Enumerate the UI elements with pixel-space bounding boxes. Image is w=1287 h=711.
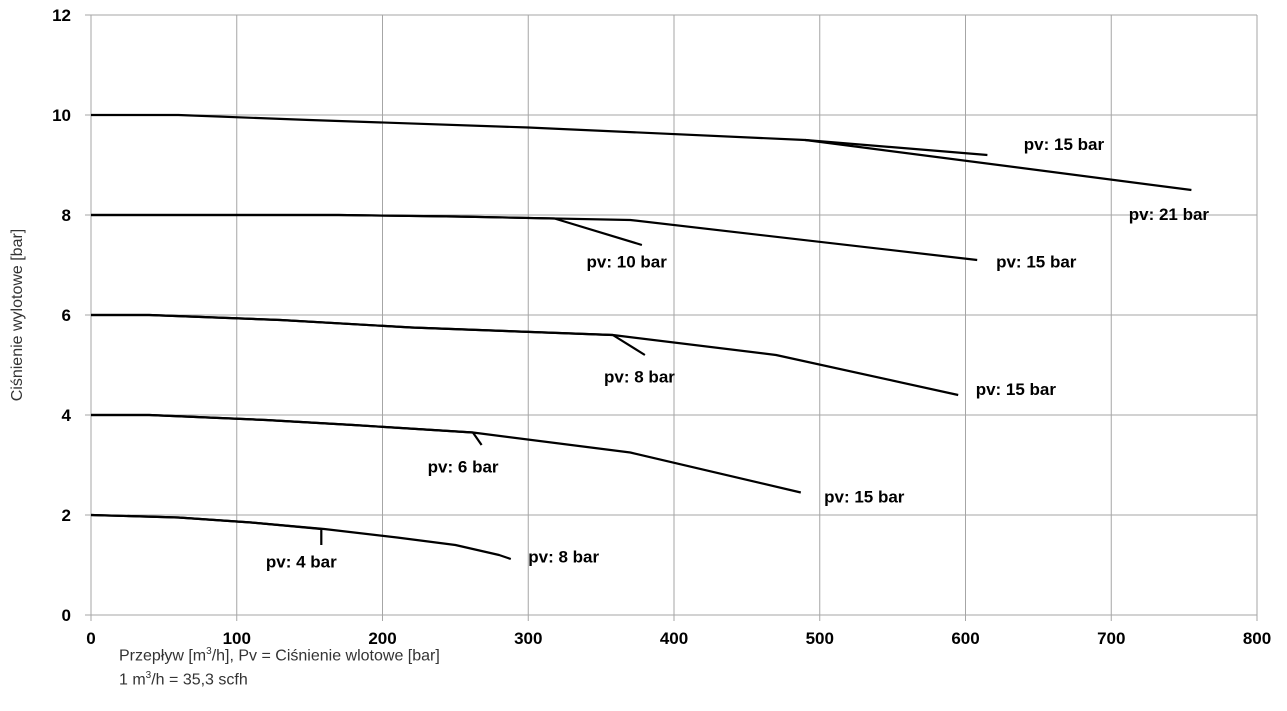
y-tick-label: 12 (52, 6, 71, 25)
curve-label: pv: 8 bar (604, 368, 675, 387)
series-line (90, 513, 512, 561)
series-line (805, 138, 1192, 192)
y-tick-label: 8 (62, 206, 71, 225)
curve-label: pv: 21 bar (1129, 205, 1210, 224)
y-tick-label: 4 (62, 406, 72, 425)
series-line (91, 313, 959, 397)
x-tick-label: 200 (368, 629, 396, 648)
series-lines (90, 113, 1192, 561)
x-tick-label: 100 (223, 629, 251, 648)
curve-label: pv: 15 bar (824, 488, 905, 507)
x-axis-label: Przepływ [m3/h], Pv = Ciśnienie wlotowe … (119, 646, 440, 665)
curve-label: pv: 8 bar (528, 548, 599, 567)
curve-label: pv: 15 bar (1024, 135, 1105, 154)
tick-labels: 0 100 200 300 400 500 600 700 800 0 2 4 6 8 10 12 (52, 6, 1271, 648)
y-tick-label: 6 (62, 306, 71, 325)
grid (91, 14, 1258, 615)
curve-label: pv: 6 bar (428, 458, 499, 477)
x-tick-label: 800 (1243, 629, 1271, 648)
series-line (91, 213, 978, 262)
y-tick-label: 10 (52, 106, 71, 125)
x-tick-label: 700 (1097, 629, 1125, 648)
curve-label: pv: 15 bar (996, 253, 1077, 272)
x-tick-label: 400 (660, 629, 688, 648)
y-axis-label: Ciśnienie wylotowe [bar] (9, 229, 26, 402)
series-line (91, 313, 646, 356)
x-tick-label: 300 (514, 629, 542, 648)
unit-conversion-note: 1 m3/h = 35,3 scfh (119, 670, 248, 689)
y-tick-label: 0 (62, 606, 71, 625)
curve-label: pv: 10 bar (587, 253, 668, 272)
axes (85, 14, 1258, 621)
curve-label: pv: 15 bar (976, 380, 1057, 399)
x-tick-label: 500 (806, 629, 834, 648)
x-tick-label: 600 (951, 629, 979, 648)
series-line (91, 413, 802, 494)
curve-label: pv: 4 bar (266, 553, 337, 572)
series-line (91, 113, 988, 157)
curve-labels: pv: 15 bar pv: 21 bar pv: 10 bar pv: 15 bar… (266, 135, 1210, 572)
x-tick-label: 0 (86, 629, 95, 648)
y-tick-label: 2 (62, 506, 71, 525)
